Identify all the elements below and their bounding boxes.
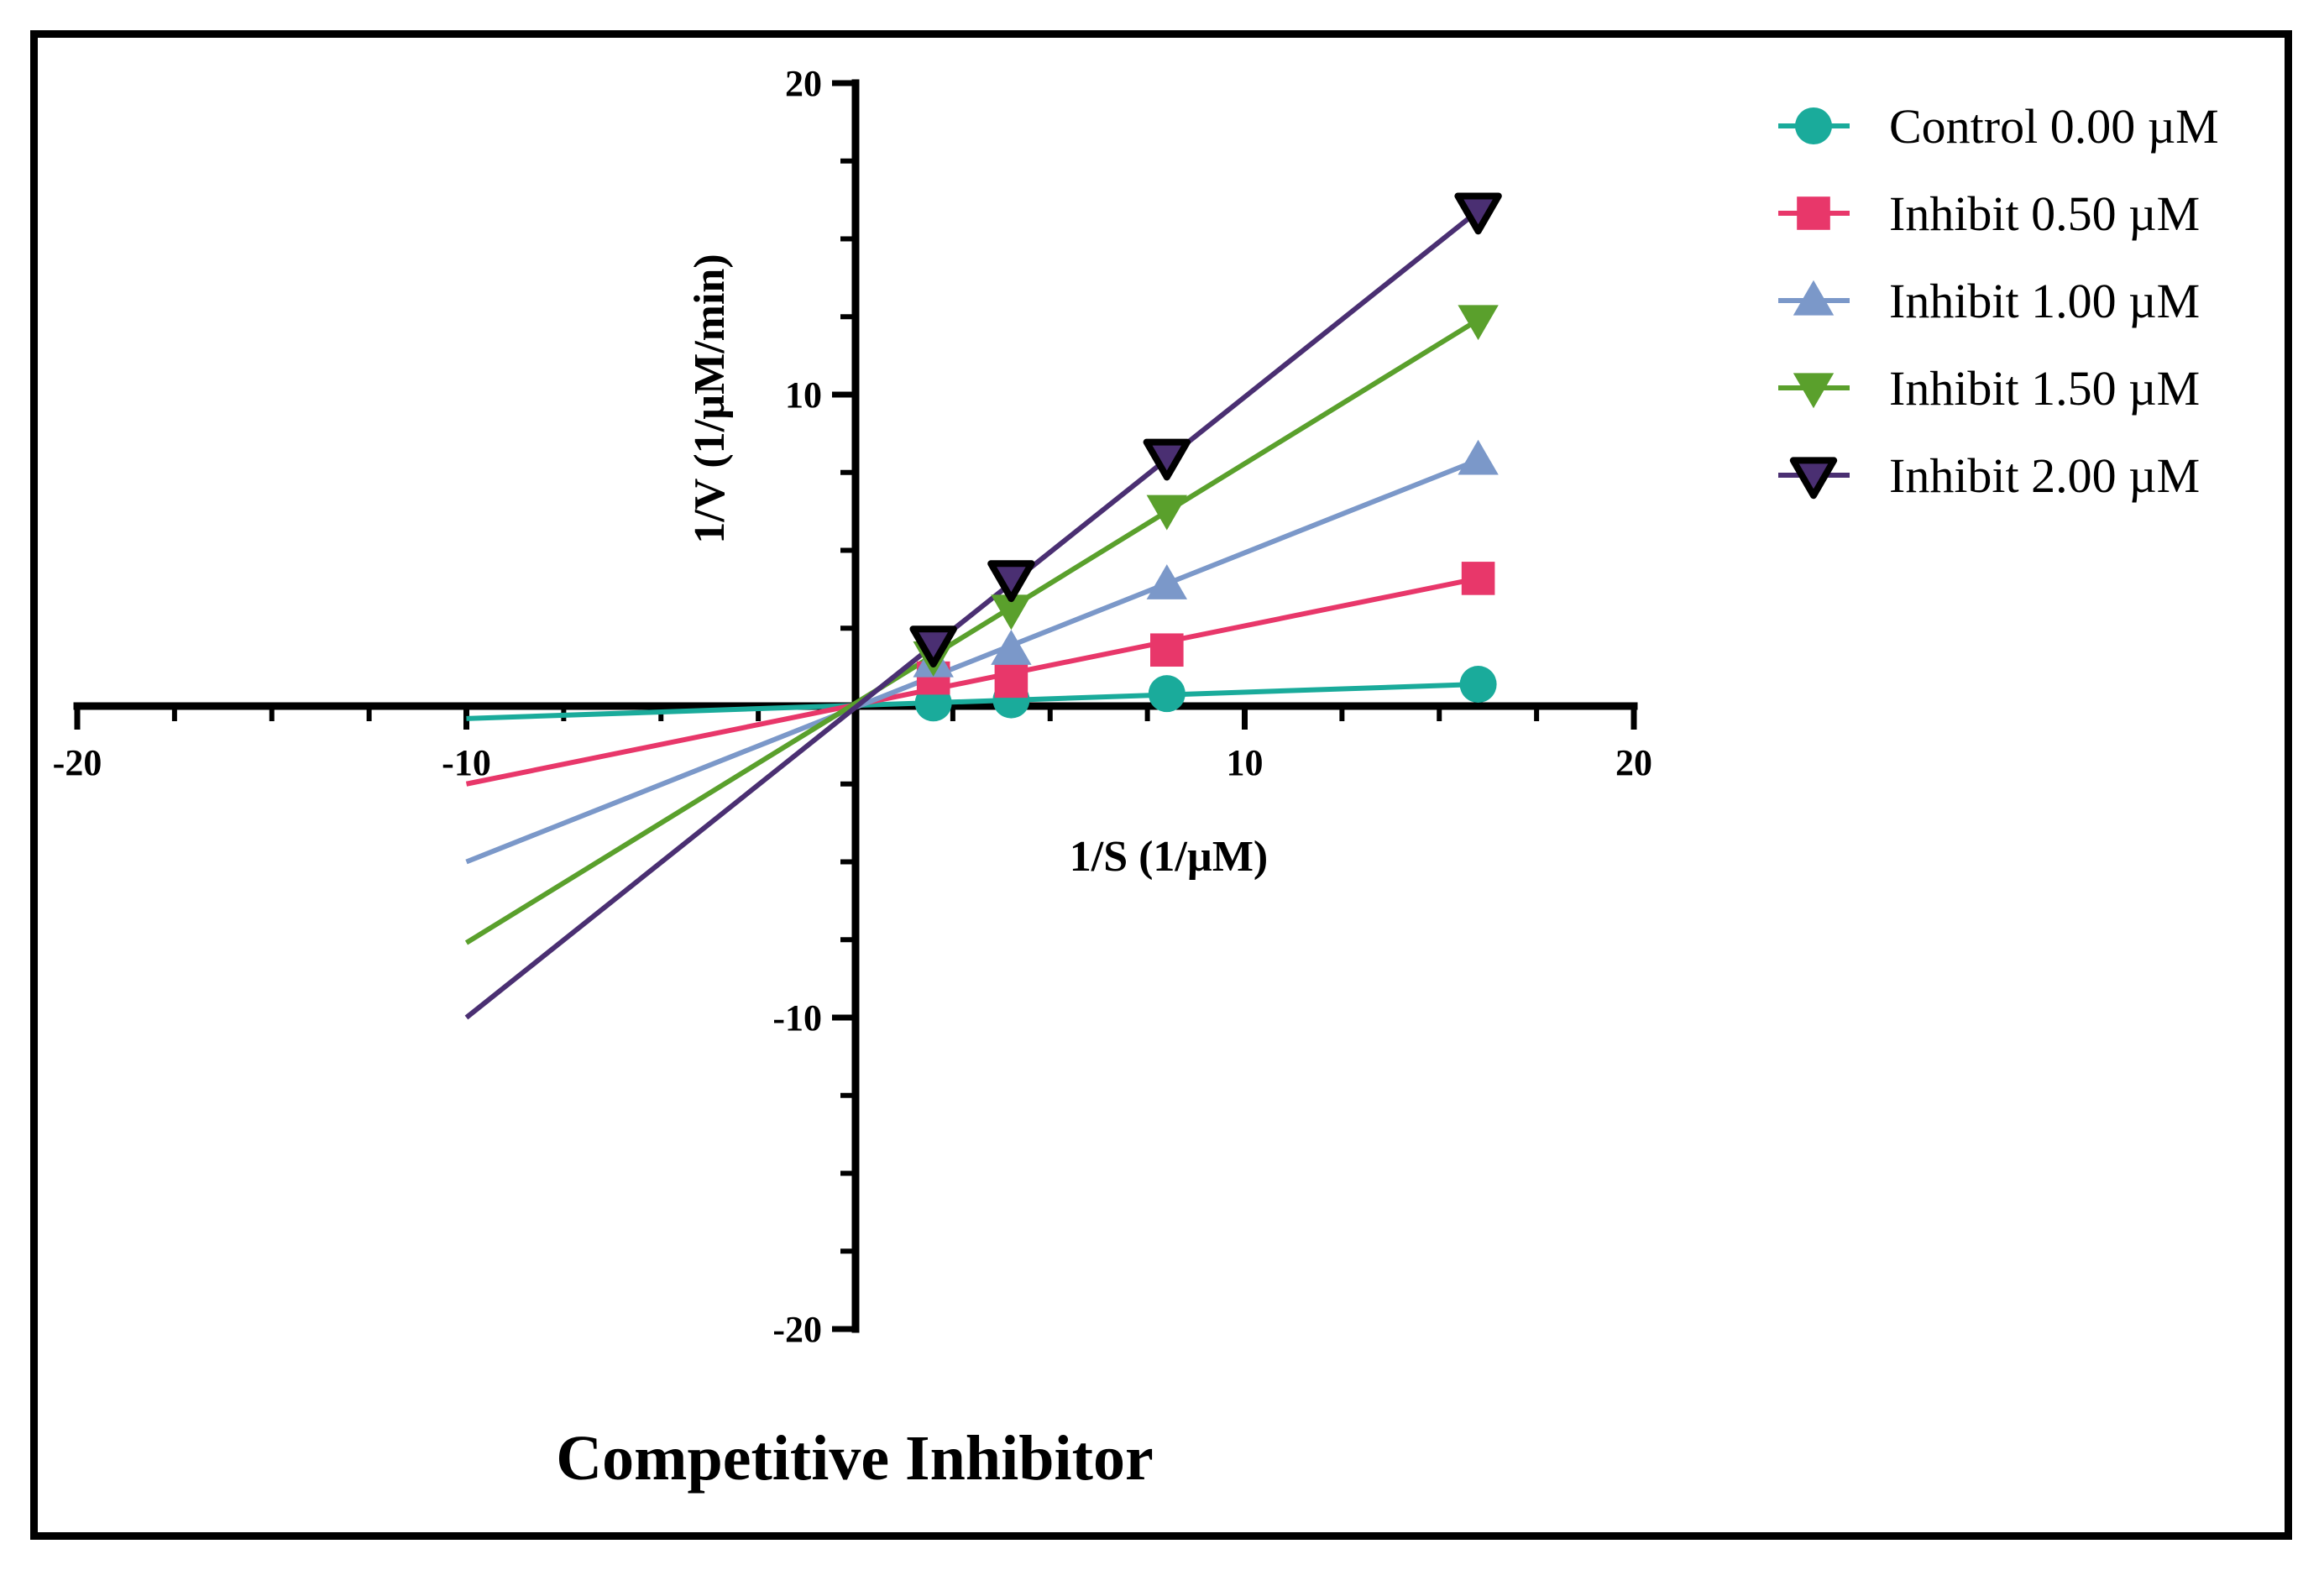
y-tick-label: 10 xyxy=(785,374,822,416)
series-4-fit-line xyxy=(464,317,1480,945)
legend-label: Inhibit 1.00 µM xyxy=(1889,274,2200,328)
tick-labels: -20 -10 10 20 20 10 -10 -20 xyxy=(53,63,1652,1350)
legend-swatch-marker xyxy=(1797,196,1830,230)
series-5-point xyxy=(1143,438,1191,481)
series-2-fit-line xyxy=(465,575,1479,787)
series-2-point xyxy=(1150,633,1184,667)
series-5-fit-line xyxy=(464,208,1480,1020)
series-4-point xyxy=(991,594,1032,631)
chart-frame xyxy=(30,30,2292,1540)
series-2-point xyxy=(994,664,1029,699)
series-5-point xyxy=(987,560,1035,603)
y-tick-label: 20 xyxy=(785,63,822,104)
x-tick-label: 20 xyxy=(1615,742,1652,783)
legend-label: Inhibit 0.50 µM xyxy=(1889,186,2200,241)
chart-title: Competitive Inhibitor xyxy=(556,1423,1153,1494)
legend-swatch-marker xyxy=(1793,373,1835,409)
series-5-point xyxy=(1454,192,1502,235)
series-1-point xyxy=(1148,675,1186,713)
x-tick-label: -10 xyxy=(442,742,491,783)
legend-label: Inhibit 1.50 µM xyxy=(1889,361,2200,416)
legend-item: Inhibit 2.00 µM xyxy=(1778,448,2200,503)
y-tick-label: -10 xyxy=(772,997,822,1039)
series-3-point xyxy=(991,630,1032,665)
series-4-point xyxy=(1146,495,1187,531)
fit-lines xyxy=(464,208,1480,1020)
legend-label: Control 0.00 µM xyxy=(1889,99,2219,154)
y-axis-title: 1/V (1/µM/min) xyxy=(686,254,734,543)
legend-swatch-marker xyxy=(1789,457,1838,500)
series-2-point xyxy=(1461,562,1495,595)
series-3-point xyxy=(1458,439,1499,475)
series-1-fit-line xyxy=(466,682,1479,721)
legend-item: Inhibit 1.00 µM xyxy=(1778,274,2200,328)
x-axis-title: 1/S (1/µM) xyxy=(1070,833,1269,881)
legend-label: Inhibit 2.00 µM xyxy=(1889,448,2200,503)
series-3-fit-line xyxy=(465,458,1479,865)
legend-swatch-marker xyxy=(1793,280,1835,316)
y-tick-label: -20 xyxy=(772,1309,822,1350)
series-1-point xyxy=(1459,666,1497,704)
series-5-point xyxy=(909,625,957,667)
legend-item: Inhibit 0.50 µM xyxy=(1778,186,2200,241)
x-tick-label: -20 xyxy=(53,742,102,783)
x-tick-label: 10 xyxy=(1227,742,1264,783)
data-markers xyxy=(909,192,1502,722)
legend-swatch-marker xyxy=(1795,107,1832,144)
legend-item: Control 0.00 µM xyxy=(1778,99,2219,154)
legend: Control 0.00 µM Inhibit 0.50 µM Inhibit 1.… xyxy=(1778,99,2219,503)
series-4-point xyxy=(1458,305,1499,341)
legend-item: Inhibit 1.50 µM xyxy=(1778,361,2200,416)
series-3-point xyxy=(1146,564,1187,599)
